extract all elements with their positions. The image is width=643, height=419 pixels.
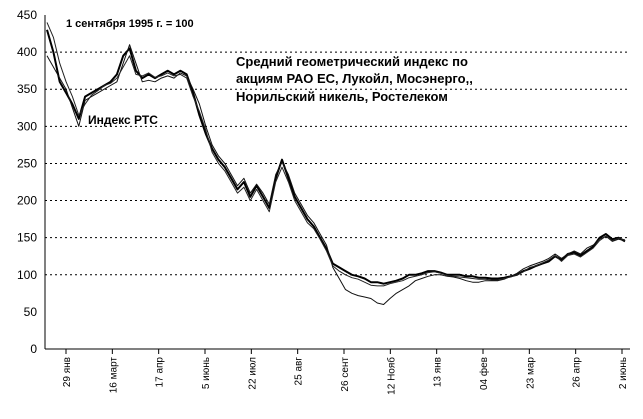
y-tick-label: 50 bbox=[24, 305, 38, 319]
y-tick-label: 200 bbox=[17, 194, 37, 208]
y-tick-label: 400 bbox=[17, 45, 37, 59]
x-tick-label: 04 фев bbox=[478, 357, 490, 390]
series-line-2 bbox=[46, 44, 626, 305]
y-tick-labels: 0 50 100 150 200 250 300 350 400 450 bbox=[17, 8, 37, 356]
annotation-rts-index: Индекс РТС bbox=[88, 113, 158, 127]
x-tick-label: 2 июнь bbox=[618, 357, 629, 389]
x-tick-label: 26 сент bbox=[340, 357, 351, 392]
x-tick-label: 17 апр bbox=[155, 357, 166, 388]
y-tick-label: 100 bbox=[17, 268, 37, 282]
chart-title-line-3: Норильский никель, Ростелеком bbox=[236, 89, 448, 104]
chart-title-line-2: акциям РАО ЕС, Лукойл, Мосэнерго,, bbox=[236, 71, 473, 86]
x-tick-label: 12 Нояб bbox=[385, 357, 397, 395]
x-tick-label: 29 янв bbox=[62, 357, 73, 387]
base-note: 1 сентября 1995 г. = 100 bbox=[66, 18, 194, 30]
y-tick-label: 250 bbox=[17, 156, 37, 170]
series-line-1 bbox=[46, 29, 626, 285]
series-line-3 bbox=[46, 22, 626, 287]
y-tick-label: 150 bbox=[17, 231, 37, 245]
y-tick-label: 300 bbox=[17, 119, 37, 133]
y-tick-label: 0 bbox=[30, 342, 37, 356]
y-tick-label: 350 bbox=[17, 82, 37, 96]
x-tick-label: 13 янв bbox=[433, 357, 444, 387]
x-tick-label: 22 июл bbox=[247, 357, 258, 390]
x-tick-label: 23 мар bbox=[525, 357, 536, 389]
x-tick-label: 16 март bbox=[108, 357, 119, 394]
x-tick-label: 26 апр bbox=[572, 357, 583, 388]
x-tick-label: 5 июнь bbox=[201, 357, 212, 389]
chart-title-line-1: Средний геометрический индекс по bbox=[236, 54, 468, 69]
y-tick-label: 450 bbox=[17, 8, 37, 22]
x-tick-labels: 29 янв 16 март 17 апр 5 июнь 22 июл 25 авг 26 … bbox=[62, 357, 629, 395]
x-tick-label: 25 авг bbox=[294, 357, 305, 386]
axes bbox=[44, 15, 630, 354]
series-lines bbox=[46, 22, 626, 305]
